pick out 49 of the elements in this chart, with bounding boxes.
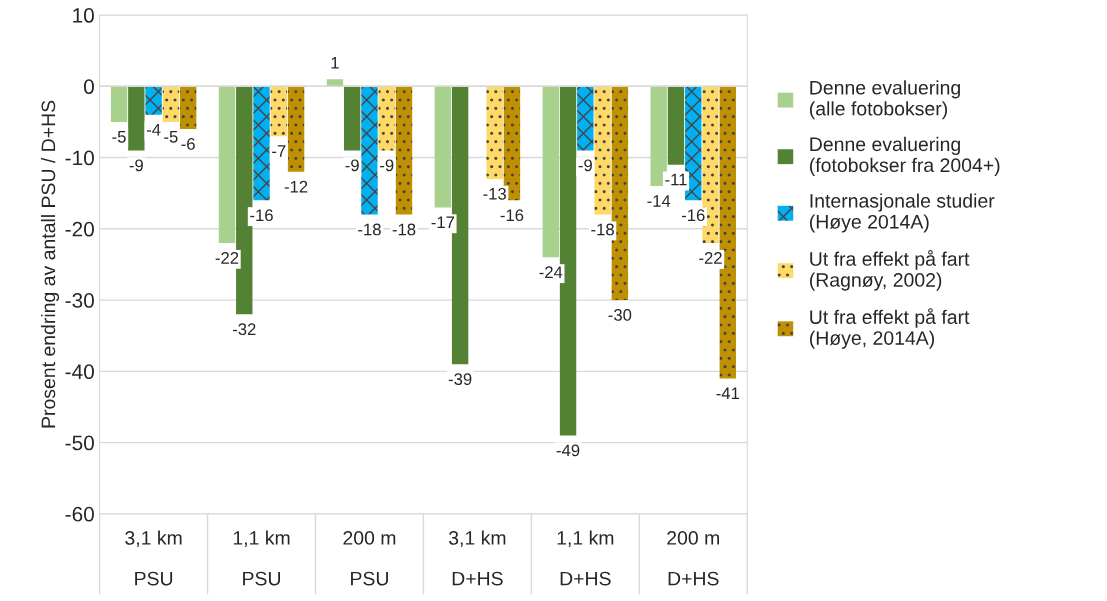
y-tick-label: 10 <box>73 8 94 23</box>
data-label: -5 <box>164 131 178 143</box>
data-label: -16 <box>250 209 273 222</box>
data-label: -18 <box>591 223 614 236</box>
data-label: 1 <box>331 57 339 69</box>
data-label: -14 <box>647 195 671 207</box>
category-label: 200 m D+HS <box>667 531 719 586</box>
y-tick-label: -60 <box>65 506 94 522</box>
data-label: -16 <box>500 209 524 222</box>
data-label: -9 <box>345 159 359 172</box>
data-label: -39 <box>448 373 472 385</box>
data-label: -12 <box>284 180 308 193</box>
y-tick-label: -20 <box>65 221 94 237</box>
data-label: -9 <box>129 159 143 172</box>
data-label: -6 <box>181 138 195 150</box>
category-label: 3,1 km PSU <box>125 530 182 586</box>
y-axis-title: Prosent endring av antall PSU / D+HS <box>40 100 60 428</box>
data-label: -18 <box>358 223 381 236</box>
data-label: -13 <box>483 187 506 200</box>
data-label: -4 <box>146 123 161 136</box>
data-label: -11 <box>665 173 687 186</box>
data-label: -5 <box>112 131 126 143</box>
data-label: -24 <box>539 266 563 278</box>
data-label: -22 <box>215 252 239 264</box>
data-label: -9 <box>380 159 394 172</box>
y-tick-label: -50 <box>65 435 94 451</box>
data-label: -17 <box>431 216 455 229</box>
data-label: -9 <box>578 159 592 172</box>
legend-label: Ut fra effekt på fart (Ragnøy, 2002) <box>809 250 970 291</box>
data-label: -32 <box>232 323 256 336</box>
data-label: -7 <box>272 145 286 157</box>
data-label: -30 <box>608 309 632 321</box>
y-tick-label: -30 <box>65 293 94 308</box>
data-label: -18 <box>392 223 416 236</box>
data-label: -22 <box>699 252 722 264</box>
category-label: 200 m PSU <box>343 531 396 586</box>
data-label: -49 <box>556 444 580 457</box>
y-tick-label: -10 <box>65 150 94 166</box>
legend-label: Denne evaluering (fotobokser fra 2004+) <box>809 136 1000 176</box>
data-label: -16 <box>681 209 705 222</box>
category-label: 3,1 km D+HS <box>448 530 506 586</box>
legend-label: Internasjonale studier (Høye 2014A) <box>809 193 995 233</box>
category-label: 1,1 km D+HS <box>557 530 614 586</box>
legend-label: Ut fra effekt på fart (Høye, 2014A) <box>809 308 970 349</box>
legend-label: Denne evaluering (alle fotobokser) <box>809 80 960 120</box>
y-tick-label: -40 <box>65 364 94 380</box>
data-label: -41 <box>716 387 740 400</box>
y-tick-label: 0 <box>84 79 94 95</box>
category-label: 1,1 km PSU <box>233 530 290 586</box>
